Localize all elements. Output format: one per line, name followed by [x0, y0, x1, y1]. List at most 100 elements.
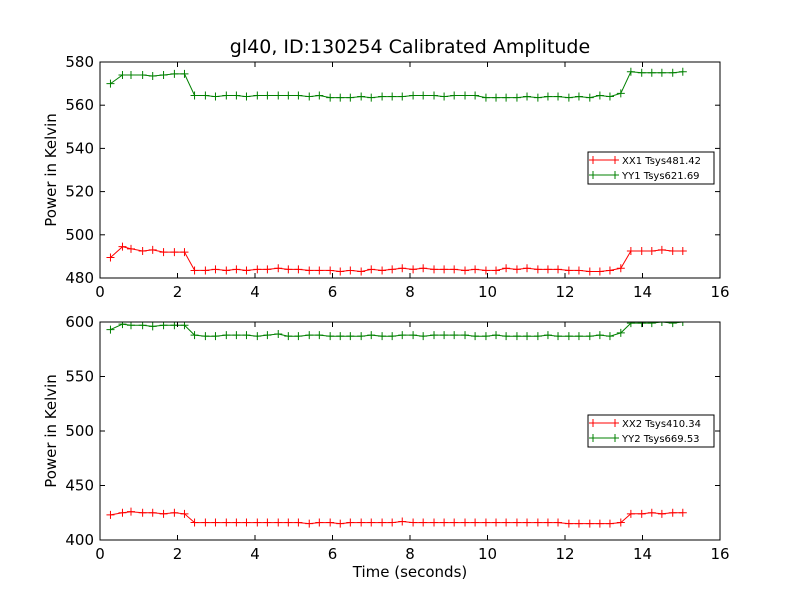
y-tick-label: 520 — [65, 183, 94, 201]
x-tick-label: 4 — [250, 545, 260, 563]
data-point — [637, 509, 646, 518]
data-point — [398, 92, 407, 101]
y-tick-label: 500 — [65, 226, 94, 244]
data-point — [605, 266, 614, 275]
data-point — [232, 91, 241, 100]
x-tick-label: 12 — [555, 283, 574, 301]
data-point — [564, 266, 573, 275]
axes-panel-2: 0 2 4 6 8 10 12 14 16 400 450 500 550 600 Power in Kel… — [42, 313, 730, 581]
y-tick-label: 550 — [65, 368, 94, 386]
x-tick-label: 16 — [710, 283, 729, 301]
data-point — [263, 91, 272, 100]
data-point — [637, 322, 646, 328]
legend-label: XX1 Tsys481.42 — [622, 156, 701, 167]
legend: XX2 Tsys410.34 YY2 Tsys669.53 — [587, 414, 715, 448]
data-point — [533, 518, 542, 527]
data-point — [461, 518, 470, 527]
data-point — [284, 91, 293, 100]
data-point — [398, 331, 407, 340]
data-point — [543, 265, 552, 274]
data-point — [595, 519, 604, 528]
data-point — [637, 247, 646, 255]
data-point — [512, 93, 521, 102]
legend-box — [587, 414, 715, 448]
data-point — [626, 509, 635, 518]
data-point — [595, 331, 604, 340]
data-point — [315, 91, 324, 100]
data-point — [616, 518, 625, 527]
data-point — [222, 266, 231, 275]
data-point — [106, 253, 115, 262]
data-point — [180, 322, 189, 330]
data-point — [242, 518, 251, 527]
data-point — [190, 91, 199, 100]
data-point — [357, 332, 366, 341]
data-point — [263, 265, 272, 274]
y-axis-label: Power in Kelvin — [42, 374, 60, 488]
data-point — [170, 248, 179, 257]
data-point — [574, 266, 583, 275]
data-point — [106, 79, 115, 88]
data-point — [326, 518, 335, 527]
data-point — [657, 322, 666, 326]
x-tick-label: 12 — [555, 545, 574, 563]
data-point — [127, 244, 135, 253]
data-point — [315, 266, 324, 275]
data-point — [357, 518, 366, 527]
data-point — [127, 507, 135, 516]
data-point — [106, 325, 115, 334]
data-point — [668, 247, 677, 255]
data-point — [305, 331, 314, 340]
data-point — [148, 322, 157, 331]
y-tick-label: 580 — [65, 53, 94, 71]
data-point — [647, 68, 656, 77]
data-point — [138, 70, 147, 79]
data-point — [668, 322, 677, 328]
data-point — [461, 331, 470, 340]
data-point — [657, 68, 666, 77]
data-point — [574, 519, 583, 528]
data-point — [315, 331, 324, 340]
data-point — [678, 247, 687, 255]
data-point — [543, 331, 552, 340]
data-point — [471, 518, 480, 527]
x-tick-label: 10 — [478, 283, 497, 301]
data-point — [398, 264, 407, 273]
data-point — [106, 510, 115, 519]
data-point — [159, 248, 168, 257]
data-point — [533, 93, 542, 102]
data-point — [668, 68, 677, 77]
data-point — [159, 70, 168, 79]
legend-swatch-marker — [611, 171, 619, 179]
data-point — [419, 264, 428, 273]
data-point — [357, 92, 366, 101]
x-tick-label: 16 — [710, 545, 729, 563]
data-point — [159, 509, 168, 518]
data-point — [388, 332, 397, 341]
data-point — [211, 518, 220, 527]
data-point — [626, 247, 635, 255]
y-axis-label: Power in Kelvin — [42, 113, 60, 227]
data-point — [180, 248, 189, 257]
x-tick-label: 14 — [633, 545, 652, 563]
data-point — [242, 331, 251, 340]
x-tick-label: 10 — [478, 545, 497, 563]
data-point — [388, 265, 397, 274]
data-point — [170, 508, 179, 517]
data-point — [492, 518, 501, 527]
data-point — [657, 245, 666, 254]
legend-swatch-marker — [611, 434, 619, 442]
data-point — [502, 518, 511, 527]
legend-box — [587, 151, 715, 185]
series-group — [106, 322, 687, 528]
data-point — [647, 508, 656, 517]
data-point — [232, 518, 241, 527]
data-point — [605, 519, 614, 528]
x-tick-label: 0 — [95, 545, 105, 563]
data-point — [138, 508, 147, 517]
data-point — [159, 322, 168, 330]
data-point — [222, 91, 231, 100]
series-group — [106, 67, 687, 276]
data-point — [678, 322, 687, 326]
